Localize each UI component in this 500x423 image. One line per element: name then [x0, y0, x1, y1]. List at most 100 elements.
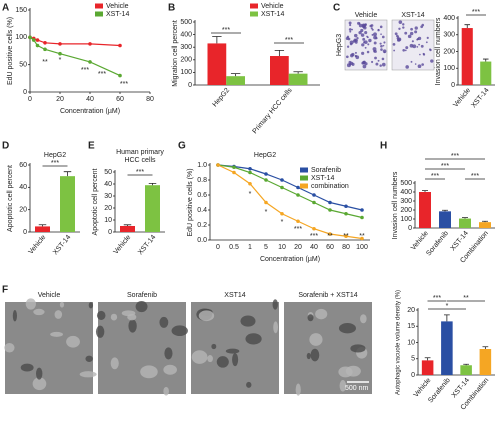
stained-cell: [374, 56, 377, 60]
bar: [460, 365, 472, 375]
series-line: [29, 36, 121, 47]
stained-cell: [421, 23, 425, 27]
stained-cell: [348, 28, 352, 31]
y-axis-label: Apoptotic cell percent: [7, 165, 14, 232]
x-tick-label: Primary HCC cells: [252, 87, 294, 136]
stained-cell: [409, 31, 414, 36]
data-point: [328, 232, 332, 236]
legend-swatch: [95, 3, 103, 9]
error-bar: [123, 224, 132, 226]
bar: [207, 43, 227, 85]
y-tick-label: 100: [443, 65, 455, 72]
y-tick-label: 200: [400, 207, 412, 214]
data-point: [58, 51, 62, 56]
significance-label: *: [281, 219, 284, 226]
y-axis-label: Autophagic vacuole volume density (%): [396, 290, 402, 395]
image-label: Sorafenib: [127, 292, 157, 299]
data-point: [328, 208, 332, 212]
y-tick-label: 400: [400, 189, 412, 196]
organelle: [309, 333, 323, 346]
y-tick-label: 60: [19, 162, 27, 169]
legend-swatch: [250, 3, 258, 9]
stained-cell: [345, 55, 349, 59]
significance-label: *: [265, 209, 268, 216]
stained-cell: [397, 37, 402, 42]
stained-cell: [358, 30, 362, 35]
significance-label: ***: [472, 9, 480, 16]
y-tick-label: 0: [451, 82, 455, 89]
organelle: [360, 314, 367, 324]
y-tick-label: 500: [400, 180, 412, 187]
image-label: XST-14: [401, 12, 424, 19]
data-point: [248, 166, 252, 171]
y-tick-label: 0.0: [197, 237, 207, 244]
y-tick-label: 20: [104, 205, 112, 212]
organelle: [273, 321, 279, 334]
stained-cell: [404, 31, 408, 35]
legend-label: combination: [311, 183, 349, 190]
stained-cell: [381, 35, 385, 39]
scale-bar-label: 500 nm: [345, 385, 369, 392]
bar: [270, 56, 289, 85]
data-point: [344, 204, 348, 209]
data-point: [58, 42, 62, 46]
organelle: [33, 308, 45, 316]
stained-cell: [418, 43, 421, 46]
significance-label: **: [343, 233, 349, 240]
error-bar: [293, 71, 303, 74]
stained-cell: [380, 33, 382, 35]
image-label: Sorafenib + XST14: [298, 292, 357, 299]
stained-cell: [421, 63, 424, 66]
x-axis-label: Concentration (µM): [260, 256, 320, 263]
stained-cell: [416, 45, 419, 48]
stained-cell: [429, 48, 432, 51]
y-tick-label: 0: [23, 89, 27, 96]
organelle: [198, 310, 215, 322]
stained-cell: [358, 23, 363, 28]
y-tick-label: 0.8: [197, 177, 207, 184]
x-tick-label: 0.5: [229, 244, 239, 251]
significance-label: **: [327, 233, 333, 240]
organelle: [79, 371, 97, 378]
significance-label: *: [446, 303, 449, 310]
legend-swatch: [95, 11, 103, 17]
bar: [459, 218, 471, 228]
stained-cell: [348, 21, 352, 25]
image-side-label: HepG3: [336, 34, 343, 56]
stained-cell: [366, 50, 370, 54]
stained-cell: [349, 42, 353, 46]
data-point: [35, 43, 40, 48]
stained-cell: [350, 53, 354, 58]
stained-cell: [375, 62, 379, 66]
organelle: [295, 383, 301, 396]
stained-cell: [417, 36, 422, 41]
image-label: Vehicle: [355, 12, 378, 19]
y-tick-label: 150: [15, 7, 27, 14]
y-tick-label: 30: [104, 193, 112, 200]
stained-cell: [402, 26, 405, 29]
panel-letter: G: [178, 141, 186, 152]
panel-letter: E: [88, 141, 95, 152]
stained-cell: [414, 26, 418, 30]
chart-title: HepG2: [254, 152, 276, 159]
y-axis-label: Apoptotic cell percent: [92, 168, 99, 235]
legend-label: XST-14: [261, 11, 284, 18]
organelle: [310, 348, 320, 362]
significance-label: ***: [441, 163, 449, 170]
x-tick-label: 60: [116, 96, 124, 103]
stained-cell: [351, 28, 353, 31]
stained-cell: [364, 40, 368, 44]
stained-cell: [382, 44, 385, 47]
series-line: [217, 164, 363, 211]
organelle: [315, 308, 328, 320]
y-tick-label: 500: [180, 19, 192, 26]
y-tick-label: 20: [407, 307, 415, 314]
error-bar: [230, 73, 241, 77]
organelle: [36, 367, 43, 380]
y-tick-label: 20: [19, 207, 27, 214]
y-tick-label: 0.2: [197, 222, 207, 229]
data-point: [216, 163, 220, 167]
stained-cell: [346, 45, 350, 48]
data-point: [264, 200, 268, 205]
significance-label: ***: [136, 169, 144, 176]
